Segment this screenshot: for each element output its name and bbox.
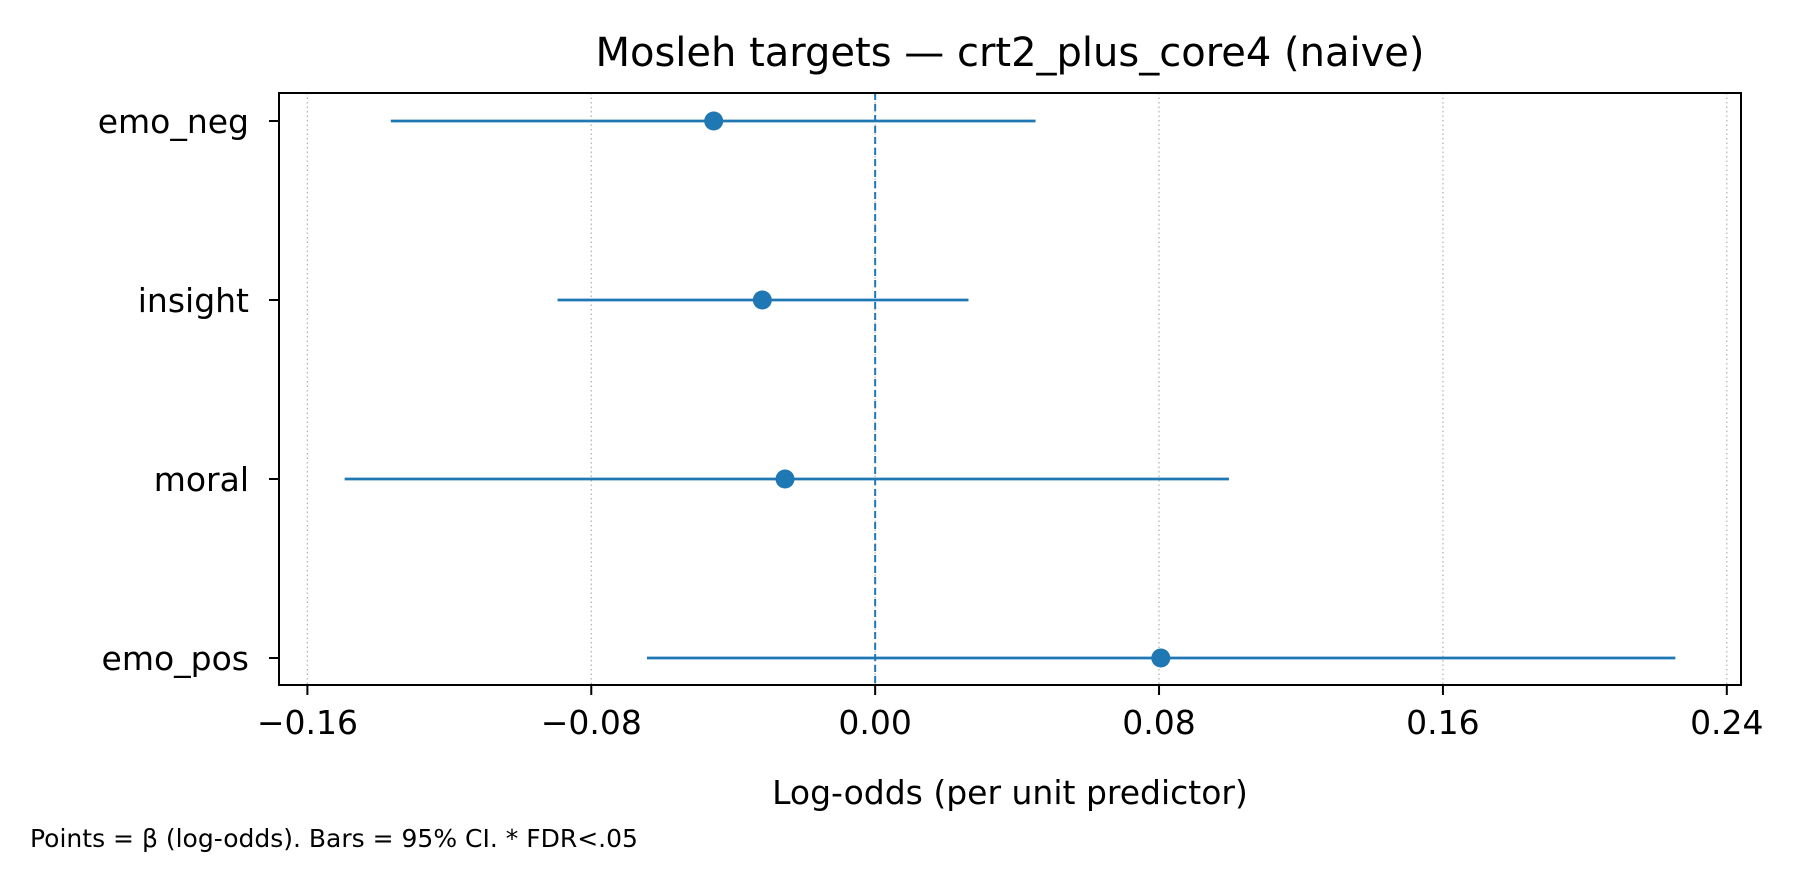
y-tick-label: emo_neg xyxy=(98,102,249,141)
chart-title: Mosleh targets — crt2_plus_core4 (naive) xyxy=(595,30,1424,76)
x-tick-label: 0.00 xyxy=(838,703,911,742)
estimate-point-moral xyxy=(775,469,795,489)
x-tick-label: −0.16 xyxy=(257,703,358,742)
chart-caption: Points = β (log-odds). Bars = 95% CI. * … xyxy=(30,824,638,853)
estimate-point-emo_pos xyxy=(1151,648,1171,668)
plot-frame xyxy=(278,92,1742,686)
y-tick-label: emo_pos xyxy=(102,639,249,678)
x-tick-label: −0.08 xyxy=(541,703,642,742)
y-tick-label: moral xyxy=(154,460,249,499)
x-tick-label: 0.24 xyxy=(1690,703,1763,742)
y-tick-label: insight xyxy=(138,281,249,320)
estimate-point-insight xyxy=(752,290,772,310)
estimates-series xyxy=(344,111,1676,668)
estimate-point-emo_neg xyxy=(704,111,724,131)
x-tick-label: 0.08 xyxy=(1122,703,1195,742)
x-tick-label: 0.16 xyxy=(1406,703,1479,742)
gridlines xyxy=(306,93,1728,685)
x-axis-label: Log-odds (per unit predictor) xyxy=(772,773,1248,812)
x-axis-ticks: −0.16 −0.08 0.00 0.08 0.16 0.24 xyxy=(257,685,1764,742)
